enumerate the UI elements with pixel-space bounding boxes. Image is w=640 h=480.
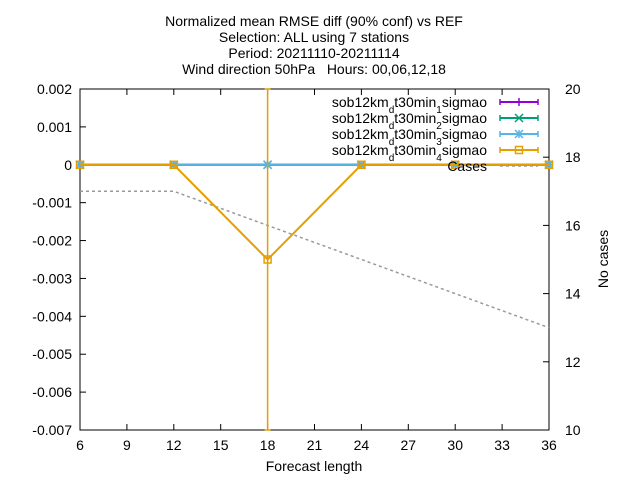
- title-line-4: Wind direction 50hPa Hours: 00,06,12,18: [182, 61, 446, 77]
- legend-entry-2: sob12kmdt30min2sigmao: [332, 110, 539, 132]
- legend-marker: [515, 98, 523, 106]
- legend-entry-3: sob12kmdt30min3sigmao: [332, 126, 539, 148]
- legend-marker-d2: [514, 129, 524, 139]
- axis-ticks: 6 9 12 15 18 21 24 27 30 33 360.0020.0010-0.001-0.…: [32, 81, 580, 453]
- legend-label-part: t30min: [394, 94, 436, 110]
- series-layer: [75, 88, 554, 431]
- legend-label-part: t30min: [394, 126, 436, 142]
- y2-tick-label: 18: [565, 149, 581, 165]
- legend-marker: [514, 113, 524, 123]
- y2-tick-label: 10: [565, 422, 581, 438]
- y-tick-label: 0.002: [37, 81, 72, 97]
- legend-label-part: 2: [436, 121, 442, 132]
- legend-label-part: t30min: [394, 110, 436, 126]
- legend-label-part: 3: [436, 137, 442, 148]
- x-tick-label: 15: [213, 437, 229, 453]
- legend-entry-4: sob12kmdt30min4sigmao: [332, 142, 539, 164]
- legend-label-part: sigmao: [442, 94, 487, 110]
- legend-marker-d2: [514, 113, 524, 123]
- series-4-point: [450, 160, 460, 170]
- legend-marker: [514, 145, 524, 155]
- legend-label-part: d: [389, 137, 395, 148]
- x-tick-label: 6: [76, 437, 84, 453]
- y-tick-label: 0.001: [37, 119, 72, 135]
- y-tick-label: -0.007: [32, 422, 72, 438]
- series-4-point-box: [450, 160, 460, 170]
- y-tick-label: -0.005: [32, 346, 72, 362]
- legend-entry-1: sob12kmdt30min1sigmao: [332, 94, 539, 116]
- y2-tick-label: 12: [565, 354, 581, 370]
- y-tick-label: -0.001: [32, 195, 72, 211]
- y2-tick-label: 14: [565, 286, 581, 302]
- x-tick-label: 18: [260, 437, 276, 453]
- x-tick-label: 21: [307, 437, 323, 453]
- x-tick-label: 36: [541, 437, 557, 453]
- legend-label-part: 1: [436, 105, 442, 116]
- legend-label-part: sob12km: [332, 94, 389, 110]
- legend-label-part: sigmao: [442, 142, 487, 158]
- title-line-2: Selection: ALL using 7 stations: [219, 29, 409, 45]
- legend-label-part: sob12km: [332, 142, 389, 158]
- legend-label-part: d: [389, 121, 395, 132]
- legend-label: Cases: [447, 158, 487, 174]
- legend-label: sob12kmdt30min4sigmao: [332, 142, 487, 164]
- series-4: [75, 88, 554, 431]
- legend-label: sob12kmdt30min1sigmao: [332, 94, 487, 116]
- legend-label-part: sob12km: [332, 110, 389, 126]
- y-tick-label: 0: [64, 157, 72, 173]
- x-tick-label: 24: [354, 437, 370, 453]
- y2-axis-label: No cases: [595, 230, 611, 288]
- series-4-point: [75, 160, 85, 170]
- x-axis-label: Forecast length: [266, 458, 363, 474]
- x-tick-label: 30: [447, 437, 463, 453]
- legend-label-part: sigmao: [442, 126, 487, 142]
- chart-title: Normalized mean RMSE diff (90% conf) vs …: [165, 13, 463, 77]
- y2-tick-label: 16: [565, 217, 581, 233]
- legend-label-part: d: [389, 105, 395, 116]
- title-line-3: Period: 20211110-20211114: [228, 45, 399, 61]
- series-4-point-box: [75, 160, 85, 170]
- legend-label-part: 4: [436, 153, 442, 164]
- y-tick-label: -0.002: [32, 233, 72, 249]
- series-4-point: [263, 255, 272, 264]
- legend-label-part: d: [389, 153, 395, 164]
- legend: sob12kmdt30min1sigmaosob12kmdt30min2sigm…: [332, 94, 539, 174]
- legend-entry-cases: Cases: [447, 158, 538, 174]
- legend-label-part: sob12km: [332, 126, 389, 142]
- legend-label-part: t30min: [394, 142, 436, 158]
- cases-layer: [80, 190, 550, 329]
- y-tick-label: -0.004: [32, 308, 72, 324]
- x-tick-label: 9: [123, 437, 131, 453]
- y-tick-label: -0.003: [32, 270, 72, 286]
- cases-line: [80, 190, 550, 329]
- series-4-point-box: [544, 160, 554, 170]
- legend-label-part: sigmao: [442, 110, 487, 126]
- series-4-point: [544, 160, 554, 170]
- legend-label: sob12kmdt30min3sigmao: [332, 126, 487, 148]
- x-tick-label: 33: [494, 437, 510, 453]
- title-line-1: Normalized mean RMSE diff (90% conf) vs …: [165, 13, 463, 29]
- series-4-point: [357, 160, 366, 170]
- y2-tick-label: 20: [565, 81, 581, 97]
- series-4-point-box: [169, 160, 179, 170]
- series-4-line: [80, 163, 549, 261]
- x-tick-label: 27: [401, 437, 417, 453]
- series-4-point-box: [263, 255, 272, 264]
- legend-marker-box: [514, 145, 524, 155]
- legend-marker: [514, 129, 524, 139]
- legend-label: sob12kmdt30min2sigmao: [332, 110, 487, 132]
- series-4-point-box: [357, 160, 366, 170]
- y-tick-label: -0.006: [32, 384, 72, 400]
- series-4-point: [169, 160, 179, 170]
- x-tick-label: 12: [166, 437, 182, 453]
